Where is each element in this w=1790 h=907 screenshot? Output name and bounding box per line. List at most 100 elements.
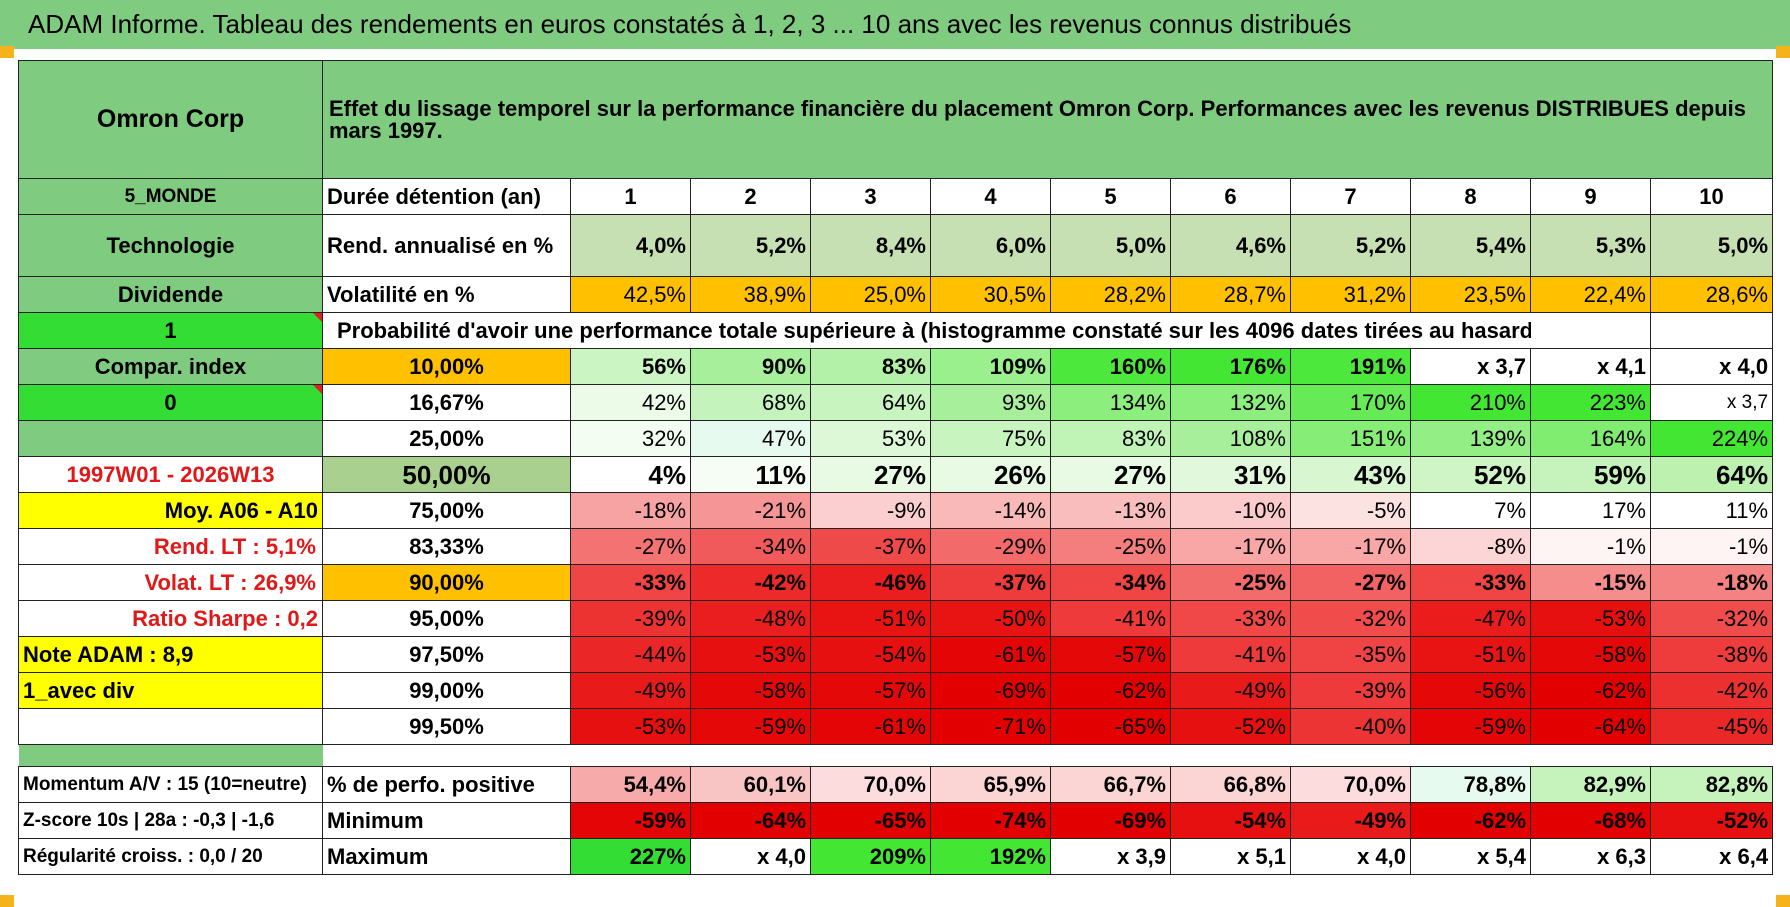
spacer-cell (323, 745, 1773, 767)
annualized-return-y8: 5,4% (1410, 214, 1531, 277)
positive-performance-y6: 66,8% (1170, 766, 1291, 803)
probability-value-y8: -8% (1410, 528, 1531, 565)
probability-value-y9: 17% (1530, 492, 1651, 529)
positive-performance-y2: 60,1% (690, 766, 811, 803)
duration-header-3: 3 (810, 178, 931, 215)
average-label: Moy. A06 - A10 (18, 492, 323, 529)
threshold-percent: 16,67% (322, 384, 571, 421)
probability-value-y2: -48% (690, 600, 811, 637)
dividend-label: Dividende (18, 276, 323, 313)
annualized-return-y9: 5,3% (1530, 214, 1651, 277)
probability-value-y6: -17% (1170, 528, 1291, 565)
probability-value-y2: -58% (690, 672, 811, 709)
probability-value-y2: 68% (690, 384, 811, 421)
probability-value-y3: -57% (810, 672, 931, 709)
duration-header-9: 9 (1530, 178, 1651, 215)
annualized-return-y1: 4,0% (570, 214, 691, 277)
probability-value-y8: 52% (1410, 456, 1531, 493)
returns-table: Omron Corp Effet du lissage temporel sur … (18, 60, 1774, 875)
annualized-return-y7: 5,2% (1290, 214, 1411, 277)
annualized-return-y2: 5,2% (690, 214, 811, 277)
header-description: Effet du lissage temporel sur la perform… (321, 60, 1774, 179)
probability-value-y7: -5% (1290, 492, 1411, 529)
maximum-label: Maximum (322, 838, 571, 875)
minimum-label: Minimum (322, 802, 571, 839)
probability-row: 1997W01 - 2026W13 50,00% 4% 11% 27% 26% 27% 31%… (18, 456, 1774, 493)
durations-row: 5_MONDE Durée détention (an) 1 2 3 4 5 6 7 8 9 10 (18, 178, 1774, 215)
probability-value-y8: 210% (1410, 384, 1531, 421)
probability-value-y6: -33% (1170, 600, 1291, 637)
probability-caption: Probabilité d'avoir une performance tota… (322, 312, 1531, 349)
probability-value-y8: -51% (1410, 636, 1531, 673)
threshold-percent: 25,00% (322, 420, 571, 457)
positive-performance-y10: 82,8% (1649, 766, 1774, 803)
annualized-return-y10: 5,0% (1649, 214, 1774, 277)
positive-performance-y9: 82,9% (1530, 766, 1651, 803)
threshold-percent: 50,00% (322, 456, 571, 493)
probability-value-y8: -59% (1410, 708, 1531, 745)
probability-value-y6: -41% (1170, 636, 1291, 673)
probability-value-y9: -58% (1530, 636, 1651, 673)
probability-value-y5: -34% (1050, 564, 1171, 601)
annualized-return-label: Rend. annualisé en % (322, 214, 571, 277)
company-name: Omron Corp (18, 60, 323, 179)
maximum-y8: x 5,4 (1410, 838, 1531, 875)
probability-value-y3: 27% (810, 456, 931, 493)
probability-value-y5: 160% (1050, 348, 1171, 385)
probability-value-y1: -53% (570, 708, 691, 745)
threshold-percent: 90,00% (322, 564, 571, 601)
probability-value-y4: 93% (930, 384, 1051, 421)
probability-value-y10: x 3,7 (1649, 384, 1774, 421)
probability-value-y9: 223% (1530, 384, 1651, 421)
probability-row: 99,50% -53% -59% -61% -71% -65% -52% -40% -59% -6… (18, 708, 1774, 745)
positive-performance-y4: 65,9% (930, 766, 1051, 803)
probability-value-y5: 83% (1050, 420, 1171, 457)
flag-value: 1 (164, 317, 177, 343)
positive-performance-y3: 70,0% (810, 766, 931, 803)
duration-header-8: 8 (1410, 178, 1531, 215)
long-term-volatility: Volat. LT : 26,9% (18, 564, 323, 601)
probability-value-y8: 139% (1410, 420, 1531, 457)
maximum-y9: x 6,3 (1530, 838, 1651, 875)
probability-value-y7: -32% (1290, 600, 1411, 637)
probability-value-y1: 56% (570, 348, 691, 385)
probability-value-y8: -47% (1410, 600, 1531, 637)
volatility-label: Volatilité en % (322, 276, 571, 313)
duration-header-1: 1 (570, 178, 691, 215)
probability-value-y4: -71% (930, 708, 1051, 745)
probability-value-y8: x 3,7 (1410, 348, 1531, 385)
probability-value-y3: -46% (810, 564, 931, 601)
minimum-y9: -68% (1530, 802, 1651, 839)
flag-one: 1 (18, 312, 323, 349)
probability-value-y5: -65% (1050, 708, 1171, 745)
duration-header-6: 6 (1170, 178, 1291, 215)
minimum-y4: -74% (930, 802, 1051, 839)
threshold-percent: 99,50% (322, 708, 571, 745)
probability-row: Note ADAM : 8,9 97,50% -44% -53% -54% -61% -57… (18, 636, 1774, 673)
probability-value-y6: 176% (1170, 348, 1291, 385)
probability-value-y1: -27% (570, 528, 691, 565)
probability-value-y1: 32% (570, 420, 691, 457)
annualized-return-y3: 8,4% (810, 214, 931, 277)
probability-value-y10: 224% (1649, 420, 1774, 457)
threshold-percent: 95,00% (322, 600, 571, 637)
sharpe-ratio: Ratio Sharpe : 0,2 (18, 600, 323, 637)
probability-value-y2: -21% (690, 492, 811, 529)
probability-value-y3: -51% (810, 600, 931, 637)
probability-value-y6: -25% (1170, 564, 1291, 601)
corner-marker (0, 46, 14, 58)
probability-value-y10: -1% (1649, 528, 1774, 565)
annualized-return-y6: 4,6% (1170, 214, 1291, 277)
probability-value-y1: -39% (570, 600, 691, 637)
adam-score: Note ADAM : 8,9 (18, 636, 323, 673)
probability-value-y3: 64% (810, 384, 931, 421)
maximum-y7: x 4,0 (1290, 838, 1411, 875)
volatility-y3: 25,0% (810, 276, 931, 313)
probability-value-y7: 43% (1290, 456, 1411, 493)
header-row: Omron Corp Effet du lissage temporel sur … (18, 60, 1774, 179)
volatility-y4: 30,5% (930, 276, 1051, 313)
empty-cell (1649, 312, 1774, 349)
probability-value-y4: -14% (930, 492, 1051, 529)
probability-value-y3: -54% (810, 636, 931, 673)
empty-cell (1530, 312, 1651, 349)
